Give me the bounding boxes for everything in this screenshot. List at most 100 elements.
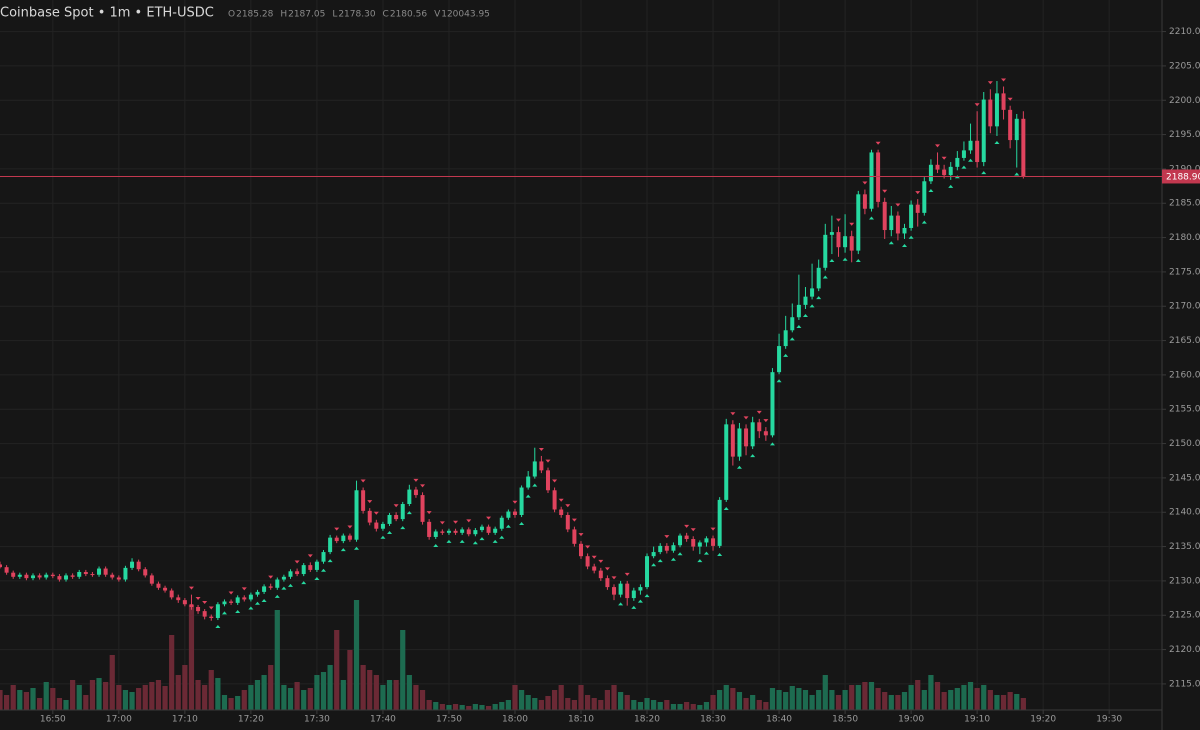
signal-marker — [208, 606, 214, 610]
signal-marker — [987, 81, 993, 85]
candle-body — [856, 194, 861, 251]
candle-body — [512, 511, 517, 515]
signal-marker — [347, 525, 353, 529]
signal-marker — [486, 516, 492, 520]
volume-bar — [631, 700, 637, 710]
price-label-bg — [1162, 169, 1200, 184]
candle-body — [975, 140, 980, 163]
volume-bar — [558, 685, 564, 710]
candle-body — [64, 575, 69, 580]
candle-body — [777, 346, 782, 373]
signal-marker — [994, 140, 1000, 144]
candle-body — [816, 267, 821, 289]
signal-marker — [466, 519, 472, 523]
y-tick-label: 2145.00 — [1169, 473, 1200, 483]
candle-body — [11, 572, 16, 577]
volume-bar — [254, 680, 261, 710]
candle-body — [552, 490, 557, 510]
volume-bar — [419, 690, 426, 710]
signal-marker — [321, 568, 327, 572]
signal-marker — [974, 103, 980, 107]
candle-body — [882, 201, 887, 231]
volume-bar — [545, 696, 551, 710]
candle-body — [928, 164, 933, 182]
volume-bar — [195, 680, 201, 710]
signal-marker — [274, 594, 280, 598]
candle-body — [235, 597, 240, 603]
candle-body — [367, 510, 372, 523]
candle-body — [413, 489, 418, 496]
volume-bar — [215, 678, 221, 710]
candle-body — [869, 152, 874, 209]
volume-bar — [915, 680, 921, 710]
volume-bar — [353, 600, 360, 710]
candle-body — [579, 543, 583, 557]
signal-marker — [598, 559, 604, 563]
candle-body — [737, 428, 742, 457]
candle-body — [110, 574, 115, 578]
candle-body — [374, 522, 379, 529]
x-tick-label: 16:50 — [40, 715, 66, 725]
volume-bar — [208, 670, 214, 710]
x-tick-label: 18:00 — [502, 715, 528, 725]
candle-body — [242, 597, 247, 600]
volume-bar — [670, 704, 677, 710]
candle-body — [143, 569, 148, 576]
volume-bar — [327, 665, 333, 710]
signal-marker — [228, 591, 234, 595]
volume-bar — [268, 665, 274, 710]
candle-body — [862, 194, 867, 209]
candle-body — [77, 571, 82, 577]
signal-marker — [1007, 97, 1013, 101]
volume-bar — [182, 665, 188, 710]
readout-value: 2180.56 — [390, 10, 427, 20]
volume-bar — [446, 705, 452, 710]
volume-bar — [518, 690, 525, 710]
candle-body — [189, 604, 194, 608]
x-tick-label: 18:50 — [832, 715, 858, 725]
signal-marker — [413, 478, 419, 482]
volume-bar — [604, 690, 611, 710]
volume-bar — [868, 682, 875, 710]
volume-bar — [525, 695, 531, 710]
candle-body — [136, 561, 141, 570]
signal-marker — [631, 605, 637, 609]
volume-bar — [954, 688, 960, 710]
candle-body — [948, 166, 953, 176]
volume-bar — [888, 695, 894, 710]
signal-marker — [459, 539, 465, 543]
x-tick-label: 18:30 — [700, 715, 726, 725]
candle-body — [631, 590, 636, 599]
volume-bar — [96, 678, 102, 710]
candle-body — [314, 561, 319, 570]
volume-bar — [585, 695, 591, 710]
candle-body — [942, 169, 947, 176]
volume-bar — [697, 705, 703, 710]
volume-bar — [723, 685, 729, 710]
signal-marker — [670, 557, 676, 561]
signal-marker — [802, 313, 808, 317]
volume-bar — [136, 688, 142, 710]
volume-bar — [235, 696, 241, 710]
candle-body — [473, 530, 478, 535]
volume-bar — [941, 692, 947, 710]
candle-body — [288, 571, 293, 577]
signal-marker — [565, 504, 571, 508]
signal-marker — [756, 410, 762, 414]
readout-key: H — [280, 10, 287, 20]
signal-marker — [367, 500, 373, 504]
candle-body — [506, 511, 511, 518]
volume-bar — [875, 688, 881, 710]
volume-bar — [386, 680, 393, 710]
candle-body — [130, 561, 135, 568]
candle-body — [169, 590, 174, 598]
signal-marker — [1014, 172, 1020, 176]
volume-bar — [129, 692, 135, 710]
axes: 2115.00 2120.00 2125.00 2130.00 2135.00 2140.… — [0, 27, 1200, 725]
signal-marker — [571, 518, 577, 522]
volume-bar — [439, 704, 445, 710]
signal-marker — [327, 559, 333, 563]
signal-marker — [215, 625, 221, 629]
candle-body — [638, 587, 643, 591]
candle-body — [961, 150, 966, 158]
